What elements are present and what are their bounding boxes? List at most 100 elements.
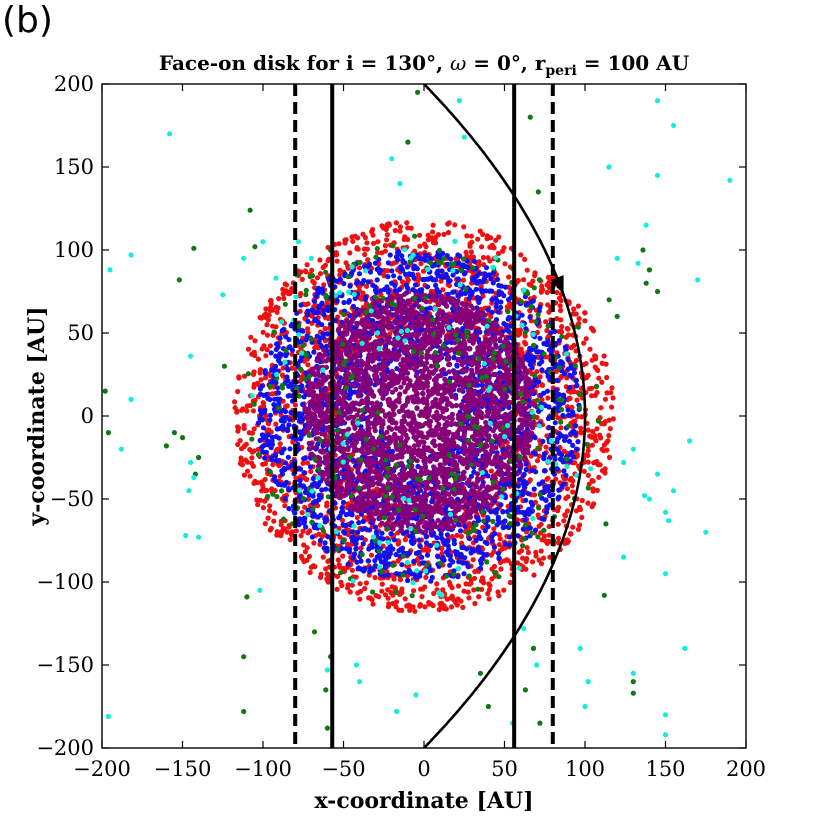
data-point-blue [280,425,286,432]
data-point-red [300,528,306,534]
data-point-blue [520,509,526,515]
data-point-red [502,261,508,267]
data-point-blue [476,270,482,277]
data-point-blue [385,274,391,280]
data-point-red [604,447,610,453]
data-point-red [610,395,616,401]
data-point-blue [574,446,580,452]
data-point-blue [260,425,266,431]
data-point-red [395,558,401,564]
data-point-blue [358,535,365,541]
data-point-red [250,408,256,414]
data-point-blue [287,416,293,423]
data-point-red [362,235,368,241]
data-point-red [410,604,416,610]
data-point-red [244,468,251,474]
data-point-blue [355,529,361,535]
data-point-blue [565,366,572,372]
data-point-red [501,587,507,593]
data-point-blue [278,360,284,366]
data-point-red [391,576,397,582]
data-point-blue [464,546,470,552]
data-point-red [340,553,346,559]
data-point-blue [570,409,576,415]
data-point-red [257,367,264,373]
data-point-red [273,304,279,310]
data-point-red [293,475,299,481]
data-point-red [375,239,381,245]
data-point-red [368,552,375,558]
data-point-red [479,586,485,593]
data-point-red [590,488,596,494]
data-point-red [247,473,253,479]
data-point-blue [489,538,495,544]
data-point-red [601,421,607,427]
data-point-red [384,222,390,228]
data-point-blue [373,529,379,535]
data-point-red [303,269,309,275]
data-point-red [322,326,328,332]
data-point-red [342,568,348,574]
data-point-red [488,552,494,558]
data-point-red [417,243,423,249]
data-point-red [343,260,349,266]
data-point-blue [316,285,322,291]
data-point-red [534,369,540,375]
data-point-red [573,357,580,364]
data-point-red [262,375,269,381]
data-point-blue [503,284,509,290]
data-point-purple [475,326,482,332]
data-point-red [476,594,482,600]
data-point-red [479,244,485,250]
data-point-red [577,522,583,528]
data-point-blue [434,286,440,292]
data-point-blue [268,445,274,451]
data-point-blue [485,307,491,313]
data-point-blue [482,271,488,277]
data-point-red [397,577,404,583]
data-point-red [252,352,258,359]
data-point-blue [356,565,362,571]
data-point-blue [469,546,475,553]
data-point-blue [447,553,453,559]
data-point-blue [279,328,285,334]
data-point-red [581,340,587,346]
data-point-blue [529,467,535,473]
data-point-red [458,533,464,540]
data-point-red [280,286,286,292]
data-point-red [446,220,452,226]
data-point-blue [493,510,499,516]
data-point-blue [539,359,545,365]
data-point-blue [392,282,398,289]
data-point-red [337,272,343,278]
data-point-blue [552,456,558,462]
data-point-red [445,229,452,236]
data-point-red [339,517,345,523]
data-point-blue [550,492,556,498]
data-point-red [307,569,313,576]
data-point-blue [313,499,319,505]
data-point-blue [554,466,561,472]
panel-label: (b) [2,0,53,41]
data-point-blue [391,273,397,279]
data-point-red [460,277,467,283]
data-point-blue [396,286,403,293]
data-point-red [599,446,605,452]
data-point-blue [320,334,326,341]
data-point-red [298,533,304,539]
data-point-blue [496,282,502,288]
data-point-blue [274,341,280,347]
data-point-blue [403,282,409,288]
data-point-red [358,545,364,551]
data-point-blue [268,350,274,356]
data-point-blue [257,407,263,413]
data-point-red [389,584,395,590]
data-point-red [596,375,602,381]
data-point-red [278,533,284,539]
data-point-red [517,327,523,333]
data-point-red [546,309,552,315]
data-point-red [392,227,398,234]
data-point-red [308,468,314,475]
data-point-blue [486,288,492,294]
data-point-red [487,244,493,250]
